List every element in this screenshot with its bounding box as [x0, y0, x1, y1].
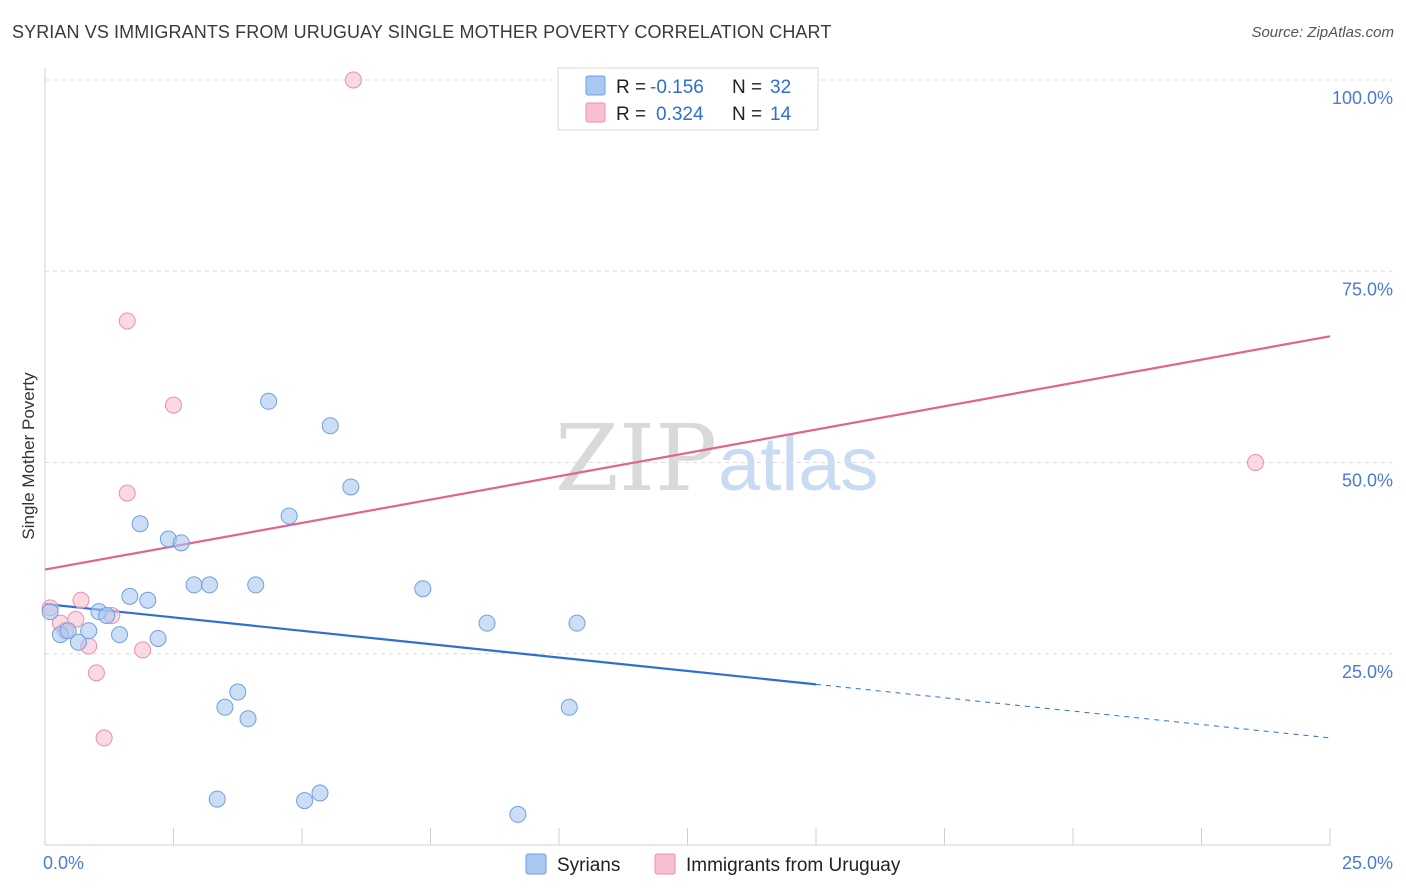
point-syrians [98, 607, 116, 624]
watermark-zip: ZIP [555, 405, 717, 512]
bottom-legend-label-syrians: Syrians [557, 855, 620, 876]
x-tick-label-max: 25.0% [1342, 853, 1393, 873]
y-tick-label: 100.0% [1332, 88, 1393, 108]
trend-lines [44, 335, 1331, 739]
point-syrians [59, 622, 77, 640]
point-syrians [185, 576, 203, 594]
series-legend: Syrians Immigrants from Uruguay [525, 853, 901, 876]
watermark: ZIP atlas [555, 405, 879, 512]
trend-line-syrians-extension [815, 683, 1331, 739]
legend-n-value-uruguay: 14 [770, 104, 792, 125]
chart-title: SYRIAN VS IMMIGRANTS FROM URUGUAY SINGLE… [12, 22, 832, 42]
point-syrians [149, 629, 167, 647]
point-syrians [296, 792, 314, 810]
legend-n-label-uruguay: N = [732, 104, 762, 125]
watermark-atlas: atlas [718, 422, 879, 507]
point-syrians [478, 614, 496, 632]
point-uruguay [344, 71, 362, 89]
gridlines [45, 79, 1392, 655]
point-syrians [208, 790, 226, 808]
x-axis-ticks [44, 828, 1331, 845]
trend-line-syrians [44, 602, 817, 686]
point-syrians [568, 614, 586, 632]
point-syrians [229, 683, 247, 701]
point-uruguay [134, 641, 152, 659]
point-syrians [239, 710, 257, 728]
point-syrians [311, 784, 329, 802]
point-syrians [139, 591, 157, 609]
bottom-legend-swatch-syrians [525, 853, 547, 875]
point-syrians [121, 587, 139, 605]
legend-r-value-uruguay: 0.324 [656, 104, 704, 125]
point-syrians [509, 805, 527, 823]
point-syrians [560, 698, 578, 716]
source-credit: Source: ZipAtlas.com [1251, 24, 1394, 41]
point-syrians [80, 622, 98, 640]
x-tick-label-min: 0.0% [43, 853, 84, 873]
stats-legend: R = -0.156 N = 32 R = 0.324 N = 14 [557, 67, 819, 131]
point-syrians [321, 417, 339, 435]
point-syrians [216, 698, 234, 716]
point-syrians [131, 515, 149, 533]
point-syrians [172, 534, 190, 552]
legend-r-label-uruguay: R = [616, 104, 646, 125]
point-syrians [41, 603, 59, 621]
point-uruguay [118, 484, 136, 502]
trend-line-uruguay [44, 335, 1331, 571]
point-syrians [280, 507, 298, 525]
bottom-legend-label-uruguay: Immigrants from Uruguay [686, 855, 901, 876]
point-uruguay [95, 729, 113, 747]
legend-n-label-syrians: N = [732, 77, 762, 98]
legend-n-value-syrians: 32 [770, 77, 791, 98]
bottom-legend-swatch-uruguay [654, 853, 676, 875]
legend-r-value-syrians: -0.156 [650, 77, 704, 98]
point-syrians [414, 580, 432, 598]
point-syrians [247, 576, 265, 594]
data-points [41, 71, 1264, 823]
y-axis-label: Single Mother Poverty [19, 372, 38, 540]
point-syrians [69, 633, 87, 651]
point-syrians [260, 392, 278, 410]
legend-swatch-syrians [585, 75, 606, 96]
point-uruguay [87, 664, 105, 682]
y-tick-labels: 25.0% 50.0% 75.0% 100.0% [1332, 88, 1393, 682]
point-syrians [111, 626, 129, 644]
legend-r-label-syrians: R = [616, 77, 646, 98]
y-tick-label: 25.0% [1342, 662, 1393, 682]
point-uruguay [1246, 454, 1264, 471]
y-tick-label: 50.0% [1342, 471, 1393, 491]
point-uruguay [118, 312, 136, 330]
point-uruguay [165, 396, 182, 414]
y-tick-label: 75.0% [1342, 279, 1393, 299]
point-syrians [200, 576, 218, 594]
point-syrians [342, 478, 360, 496]
point-uruguay [72, 591, 90, 609]
legend-swatch-uruguay [585, 102, 606, 123]
